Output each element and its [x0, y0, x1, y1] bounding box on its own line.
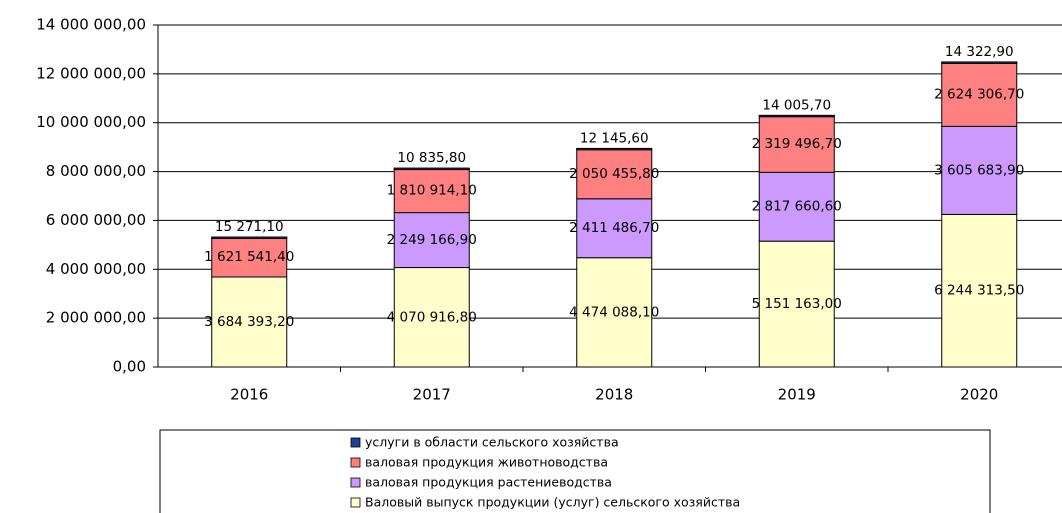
legend-swatch: [350, 477, 361, 488]
legend-box: [159, 429, 991, 513]
data-label: 3 605 683,90: [934, 162, 1024, 178]
data-label: 2 050 455,80: [569, 166, 659, 182]
y-tick-label: 12 000 000,00: [36, 64, 146, 82]
data-label: 15 271,10: [215, 219, 284, 235]
data-label: 14 322,90: [945, 44, 1014, 60]
bar-segment: [758, 115, 835, 173]
x-tick-label: 2017: [413, 386, 451, 404]
data-label: 14 005,70: [762, 97, 831, 113]
data-label: 2 249 166,90: [387, 232, 477, 248]
x-tick-label: 2016: [230, 386, 268, 404]
data-label: 1 621 541,40: [204, 249, 294, 265]
bar-segment: [758, 171, 835, 242]
bar-segment: [941, 125, 1018, 215]
legend-label: валовая продукция животноводства: [365, 455, 608, 470]
legend-swatch: [350, 457, 361, 468]
data-label: 6 244 313,50: [934, 283, 1024, 299]
bar-segment: [393, 167, 470, 171]
data-label: 2 624 306,70: [934, 86, 1024, 102]
legend-label: Валовый выпуск продукции (услуг) сельско…: [365, 495, 740, 510]
bar-segment: [941, 61, 1018, 127]
y-tick-label: 6 000 000,00: [46, 211, 146, 229]
legend-label: услуги в области сельского хозяйства: [365, 435, 619, 450]
bar-segment: [576, 198, 653, 259]
x-tick-label: 2019: [778, 386, 816, 404]
data-label: 4 474 088,10: [569, 304, 659, 320]
data-label: 10 835,80: [397, 150, 466, 166]
data-label: 2 411 486,70: [569, 220, 659, 236]
data-label: 5 151 163,00: [752, 296, 842, 312]
legend-swatch: [350, 437, 361, 448]
y-tick-label: 4 000 000,00: [46, 260, 146, 278]
x-tick-label: 2020: [960, 386, 998, 404]
bar-segment: [941, 213, 1018, 368]
bar-segment: [211, 236, 288, 240]
bar-segment: [576, 147, 653, 151]
bar-segment: [211, 236, 288, 278]
x-tick-label: 2018: [595, 386, 633, 404]
bar-segment: [211, 276, 288, 368]
y-tick-label: 2 000 000,00: [46, 309, 146, 327]
data-label: 2 817 660,60: [752, 199, 842, 215]
y-tick-label: 0,00: [113, 358, 146, 376]
data-label: 3 684 393,20: [204, 314, 294, 330]
y-tick-label: 10 000 000,00: [36, 113, 146, 131]
bar-segment: [941, 61, 1018, 64]
legend-swatch: [350, 497, 361, 508]
legend-label: валовая продукция растениеводства: [365, 475, 612, 490]
bar-segment: [576, 148, 653, 200]
y-tick-label: 14 000 000,00: [36, 16, 146, 34]
data-label: 12 145,60: [580, 130, 649, 146]
bar-segment: [758, 114, 835, 118]
data-label: 1 810 914,10: [387, 182, 477, 198]
data-label: 4 070 916,80: [387, 309, 477, 325]
data-label: 2 319 496,70: [752, 136, 842, 152]
bar-segment: [758, 240, 835, 368]
y-tick-label: 8 000 000,00: [46, 162, 146, 180]
